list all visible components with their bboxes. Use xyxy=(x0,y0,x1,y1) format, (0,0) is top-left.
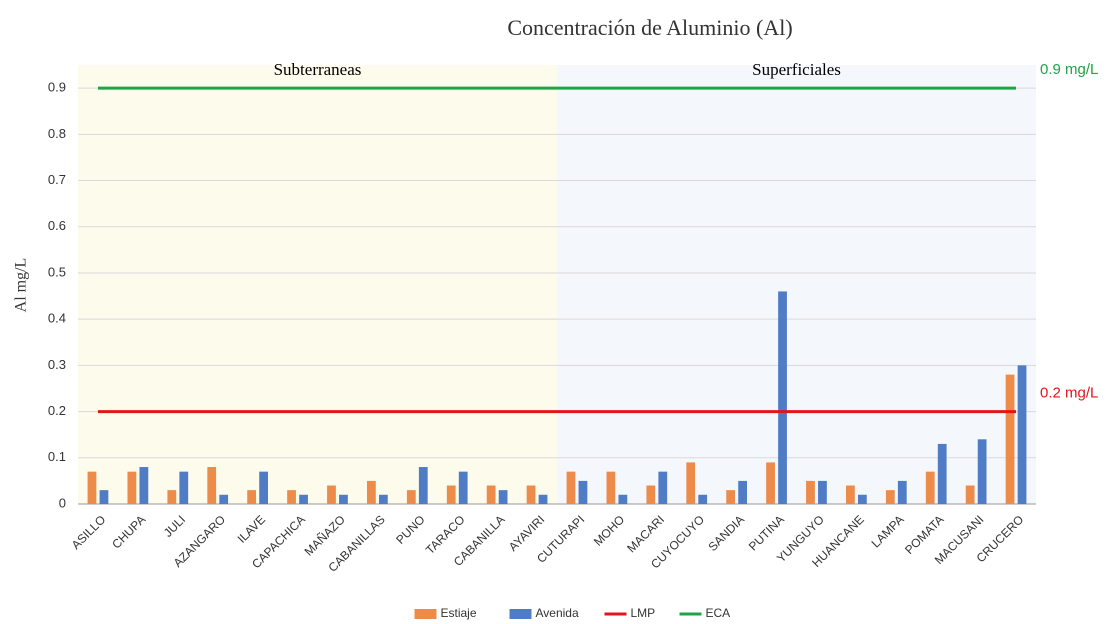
bar xyxy=(897,480,907,504)
bar xyxy=(646,485,656,504)
bar xyxy=(418,467,428,504)
bar xyxy=(606,471,616,504)
legend-label: Avenida xyxy=(536,606,579,620)
x-tick-label: SANDIA xyxy=(705,512,746,553)
region-label: Subterraneas xyxy=(274,60,362,79)
bar xyxy=(299,494,308,504)
bar xyxy=(698,494,708,504)
bar xyxy=(526,485,536,504)
bar xyxy=(1005,374,1015,504)
bar xyxy=(766,462,775,504)
bar xyxy=(247,490,257,504)
y-tick-label: 0.5 xyxy=(48,264,66,279)
y-tick-label: 0.4 xyxy=(48,311,66,326)
reference-label: 0.9 mg/L xyxy=(1040,61,1098,78)
bar xyxy=(726,490,736,504)
bar xyxy=(486,485,496,504)
x-tick-label: MOHO xyxy=(591,512,627,548)
bar xyxy=(1017,365,1027,504)
y-tick-label: 0.8 xyxy=(48,126,66,141)
bar xyxy=(885,490,895,504)
bar xyxy=(167,490,177,504)
bar xyxy=(287,490,296,504)
bar xyxy=(87,471,97,504)
bar xyxy=(406,490,416,504)
x-tick-label: LAMPA xyxy=(869,512,907,550)
x-tick-label: ILAVE xyxy=(235,512,268,545)
reference-label: 0.2 mg/L xyxy=(1040,385,1098,402)
x-tick-label: JULI xyxy=(161,512,188,539)
bar xyxy=(259,471,269,504)
bar xyxy=(806,480,815,504)
bar xyxy=(179,471,189,504)
bar xyxy=(977,439,987,504)
bar xyxy=(925,471,935,504)
bar xyxy=(857,494,867,504)
bar xyxy=(446,485,456,504)
bar xyxy=(658,471,668,504)
region xyxy=(557,65,1036,504)
bar xyxy=(498,490,508,504)
bar xyxy=(937,443,947,504)
bar xyxy=(965,485,975,504)
bar xyxy=(139,467,149,504)
y-tick-label: 0.2 xyxy=(48,403,66,418)
x-tick-label: PUNO xyxy=(393,512,427,546)
bar xyxy=(818,480,827,504)
bar xyxy=(339,494,348,504)
region-label: Superficiales xyxy=(752,60,841,79)
y-tick-label: 0.1 xyxy=(48,449,66,464)
legend-label: ECA xyxy=(706,606,731,620)
y-tick-label: 0 xyxy=(59,495,66,510)
bar xyxy=(207,467,217,504)
bar xyxy=(618,494,628,504)
bar xyxy=(458,471,468,504)
bar xyxy=(127,471,137,504)
bar xyxy=(538,494,548,504)
bar xyxy=(219,494,229,504)
bar xyxy=(566,471,576,504)
bar xyxy=(378,494,388,504)
x-tick-label: CHUPA xyxy=(109,512,148,551)
y-axis-label: Al mg/L xyxy=(13,258,30,313)
chart-title: Concentración de Aluminio (Al) xyxy=(507,15,792,40)
bar xyxy=(845,485,855,504)
x-tick-label: ASILLO xyxy=(69,512,109,552)
legend-swatch xyxy=(414,609,437,619)
bar xyxy=(327,485,336,504)
y-tick-label: 0.6 xyxy=(48,218,66,233)
y-tick-label: 0.3 xyxy=(48,357,66,372)
bar xyxy=(738,480,748,504)
legend-label: Estiaje xyxy=(441,606,477,620)
bar xyxy=(578,480,588,504)
bar xyxy=(99,490,109,504)
bar xyxy=(778,291,787,504)
y-tick-label: 0.7 xyxy=(48,172,66,187)
bar xyxy=(686,462,696,504)
region xyxy=(78,65,557,504)
legend-swatch xyxy=(509,609,532,619)
y-tick-label: 0.9 xyxy=(48,80,66,95)
legend-label: LMP xyxy=(631,606,656,620)
bar xyxy=(366,480,376,504)
